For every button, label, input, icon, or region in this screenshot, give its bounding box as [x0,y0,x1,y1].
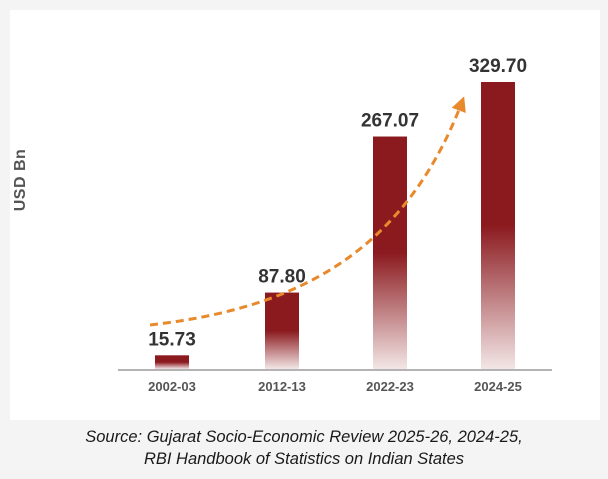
value-label-2002-03: 15.73 [148,329,196,350]
x-tick-label-2012-13: 2012-13 [258,379,306,394]
source-line-2: RBI Handbook of Statistics on Indian Sta… [0,448,608,470]
bar-2024-25 [481,82,515,369]
bar-2002-03 [155,355,189,369]
trend-arrow [150,102,462,325]
x-tick-label-2022-23: 2022-23 [366,379,414,394]
value-label-2024-25: 329.70 [469,56,527,77]
x-tick-label-2002-03: 2002-03 [148,379,196,394]
source-note: Source: Gujarat Socio-Economic Review 20… [0,426,608,470]
source-line-1: Source: Gujarat Socio-Economic Review 20… [0,426,608,448]
labels-layer: 15.73 2002-03 87.80 2012-13 267.07 2022-23 329… [148,56,527,394]
x-tick-label-2024-25: 2024-25 [474,379,522,394]
value-label-2012-13: 87.80 [258,267,306,288]
bar-chart: 15.73 2002-03 87.80 2012-13 267.07 2022-23 329… [0,0,608,420]
bars-layer [155,82,515,369]
y-axis-label: USD Bn [12,120,30,240]
value-label-2022-23: 267.07 [361,111,419,132]
bar-2022-23 [373,137,407,369]
bar-2012-13 [265,293,299,369]
